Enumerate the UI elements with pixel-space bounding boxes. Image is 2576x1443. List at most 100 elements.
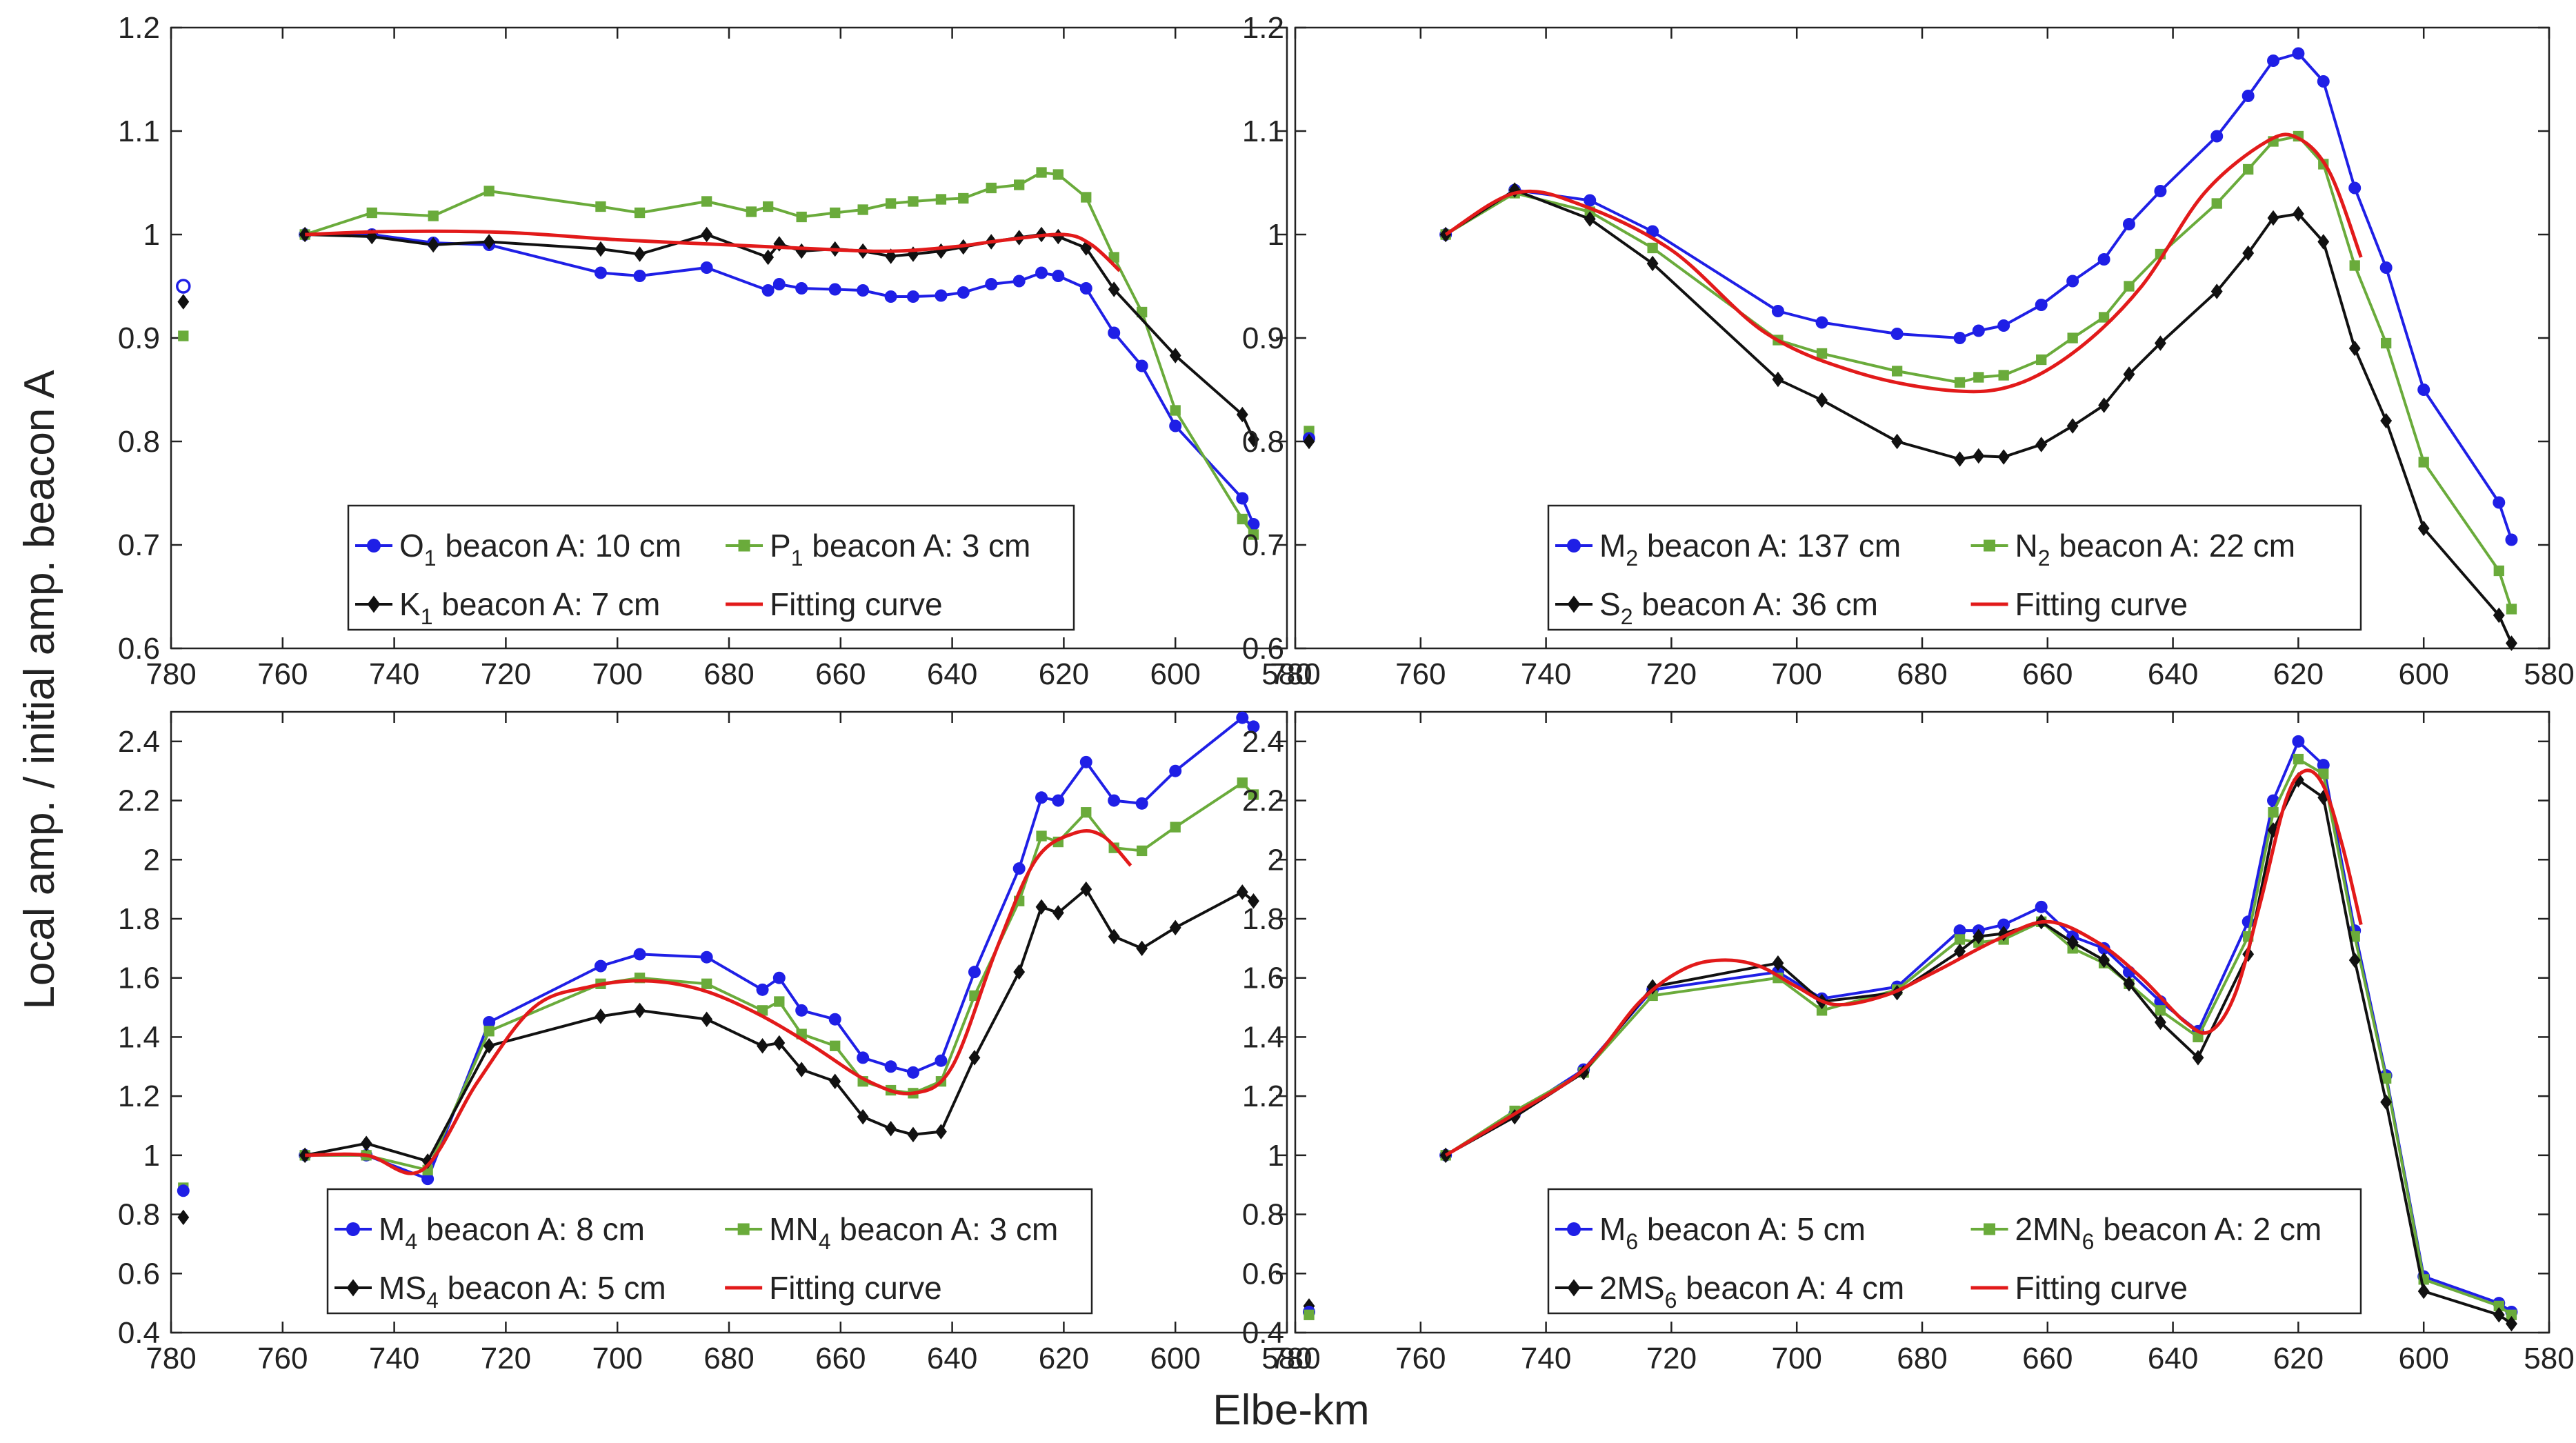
data-point: [421, 1173, 435, 1186]
series-fitting-curve: [305, 828, 1132, 1175]
legend-label-name: 2MN: [2015, 1211, 2082, 1247]
data-point: [2292, 47, 2305, 60]
data-point: [772, 278, 786, 290]
data-point: [1584, 194, 1597, 207]
y-tick-label: 1: [1268, 218, 1284, 252]
x-tick-label: 760: [1395, 1342, 1446, 1375]
legend-entry: M6 beacon A: 5 cm: [1555, 1211, 1866, 1254]
legend-label: M6 beacon A: 5 cm: [1599, 1211, 1866, 1254]
data-point: [1973, 448, 1985, 464]
data-point: [1584, 211, 1596, 227]
legend-label-name: MS: [379, 1270, 426, 1306]
data-point: [2318, 768, 2329, 779]
legend: M6 beacon A: 5 cm 2MN6 beacon A: 2 cm2MS6…: [1547, 1188, 2362, 1315]
data-point: [360, 1135, 372, 1151]
fitting-curve-line: [305, 828, 1132, 1175]
data-point: [427, 237, 439, 253]
series-p1: [299, 167, 1259, 540]
data-point: [2122, 218, 2135, 230]
chart-panel-top-left: 780 760 740 720 700 680 660 640 620 600 5800.60.70…: [118, 11, 1312, 691]
x-tick-label: 600: [1150, 657, 1200, 691]
y-tick-label: 0.4: [1242, 1316, 1284, 1350]
x-tick-label: 680: [703, 657, 754, 691]
data-point: [594, 266, 607, 279]
outlier-point: [177, 1184, 190, 1197]
data-point: [1014, 179, 1025, 190]
legend-box: [326, 1188, 1093, 1315]
y-tick-label: 1.8: [118, 902, 160, 936]
legend-label: Fitting curve: [2015, 586, 2188, 622]
data-point: [1953, 332, 1966, 344]
legend-swatch-marker: [346, 1222, 360, 1236]
x-tick-label: 700: [592, 1342, 642, 1375]
data-point: [795, 1062, 808, 1077]
data-point: [2124, 281, 2135, 292]
y-tick-label: 2: [1268, 843, 1284, 877]
x-tick-label: 780: [146, 1342, 196, 1375]
data-point: [2098, 397, 2110, 413]
legend-label-name: M: [1599, 1211, 1626, 1247]
legend-label-subscript: 4: [405, 1229, 417, 1254]
legend-label-name: MN: [769, 1211, 819, 1247]
data-point: [935, 1054, 948, 1067]
legend-entry: P1 beacon A: 3 cm: [726, 528, 1030, 570]
data-point: [2192, 1050, 2204, 1066]
x-tick-label: 600: [2398, 657, 2448, 691]
data-point: [700, 951, 713, 964]
data-point: [483, 1038, 495, 1054]
data-point: [907, 1126, 919, 1143]
data-point: [1954, 377, 1966, 388]
data-point: [1997, 449, 2010, 465]
outlier-point: [176, 279, 191, 294]
data-point: [2035, 437, 2048, 452]
legend-label-subscript: 4: [819, 1229, 831, 1254]
legend-entry: MS4 beacon A: 5 cm: [335, 1270, 666, 1313]
data-point: [2317, 234, 2330, 250]
data-point: [1081, 192, 1092, 203]
data-point: [2417, 520, 2430, 537]
y-tick-label: 1: [1268, 1139, 1284, 1173]
data-point: [2506, 635, 2517, 651]
data-point: [1997, 319, 2010, 332]
data-point: [773, 1035, 786, 1051]
data-point: [595, 1008, 607, 1024]
data-point: [2267, 210, 2279, 226]
data-point: [1815, 316, 1828, 329]
data-point: [830, 207, 841, 219]
legend-swatch-marker: [346, 1279, 360, 1297]
legend-label: M4 beacon A: 8 cm: [379, 1211, 645, 1254]
data-point: [857, 1108, 869, 1125]
legend-label-rest: beacon A: 36 cm: [1633, 586, 1877, 622]
legend-label: K1 beacon A: 7 cm: [399, 586, 660, 629]
y-tick-label: 0.6: [1242, 632, 1284, 666]
data-point: [1891, 366, 1903, 377]
legend-label: Fitting curve: [770, 586, 943, 622]
x-tick-label: 760: [1395, 657, 1446, 691]
data-point: [772, 971, 786, 984]
data-point: [968, 1050, 981, 1066]
data-point: [829, 1073, 841, 1089]
data-point: [906, 290, 919, 303]
data-point: [2066, 275, 2079, 288]
legend-swatch-marker: [367, 595, 381, 613]
x-tick-label: 620: [2273, 657, 2324, 691]
legend-label-subscript: 1: [791, 546, 803, 570]
data-point: [1247, 720, 1260, 733]
x-tick-label: 580: [1261, 1342, 1312, 1375]
y-tick-label: 0.9: [1242, 321, 1284, 355]
data-point: [957, 286, 970, 299]
data-point: [935, 289, 948, 302]
data-point: [1137, 845, 1148, 857]
data-point: [828, 283, 841, 296]
legend-label-subscript: 6: [1626, 1229, 1638, 1254]
outlier-point: [1304, 1309, 1315, 1320]
x-tick-label: 700: [1771, 657, 1821, 691]
data-point: [366, 207, 377, 219]
legend-label-rest: beacon A: 5 cm: [439, 1270, 666, 1306]
data-point: [795, 1004, 808, 1017]
series-2ms6: [1439, 772, 2517, 1332]
data-point: [2293, 753, 2304, 765]
legend-label-name: K: [399, 586, 421, 622]
x-tick-label: 660: [2022, 657, 2073, 691]
